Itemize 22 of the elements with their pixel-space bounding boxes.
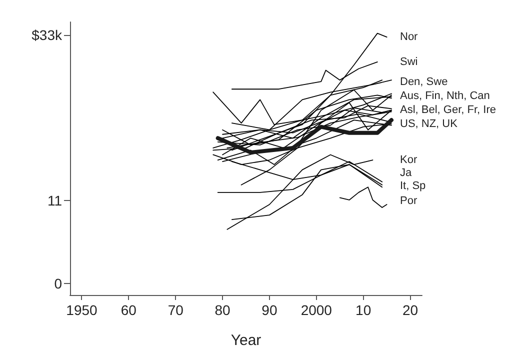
annotation: Kor xyxy=(400,154,418,166)
x-tick-label: 10 xyxy=(356,302,372,318)
annotation: Swi xyxy=(400,56,418,68)
x-tick-label: 60 xyxy=(120,302,137,318)
annotation: Ja xyxy=(400,167,412,179)
x-tick-label: 2000 xyxy=(300,302,332,318)
annotation: Por xyxy=(400,195,418,207)
y-tick-label: 11 xyxy=(47,192,62,209)
y-tick-label: $33k xyxy=(32,26,63,43)
x-tick-label: 80 xyxy=(214,302,231,318)
x-tick-label: 20 xyxy=(402,302,418,318)
x-tick-label: 70 xyxy=(168,302,184,318)
annotation: It, Sp xyxy=(400,180,426,192)
x-tick-label: 90 xyxy=(262,302,278,318)
annotation: Asl, Bel, Ger, Fr, Ire xyxy=(400,104,496,116)
x-tick-label: 1950 xyxy=(66,302,98,318)
annotation: Den, Swe xyxy=(400,76,448,88)
y-tick-label: 0 xyxy=(54,276,62,292)
x-axis-title: Year xyxy=(230,332,262,349)
annotation: Nor xyxy=(400,31,418,43)
annotation: Aus, Fin, Nth, Can xyxy=(400,90,490,102)
annotation: US, NZ, UK xyxy=(400,118,458,130)
